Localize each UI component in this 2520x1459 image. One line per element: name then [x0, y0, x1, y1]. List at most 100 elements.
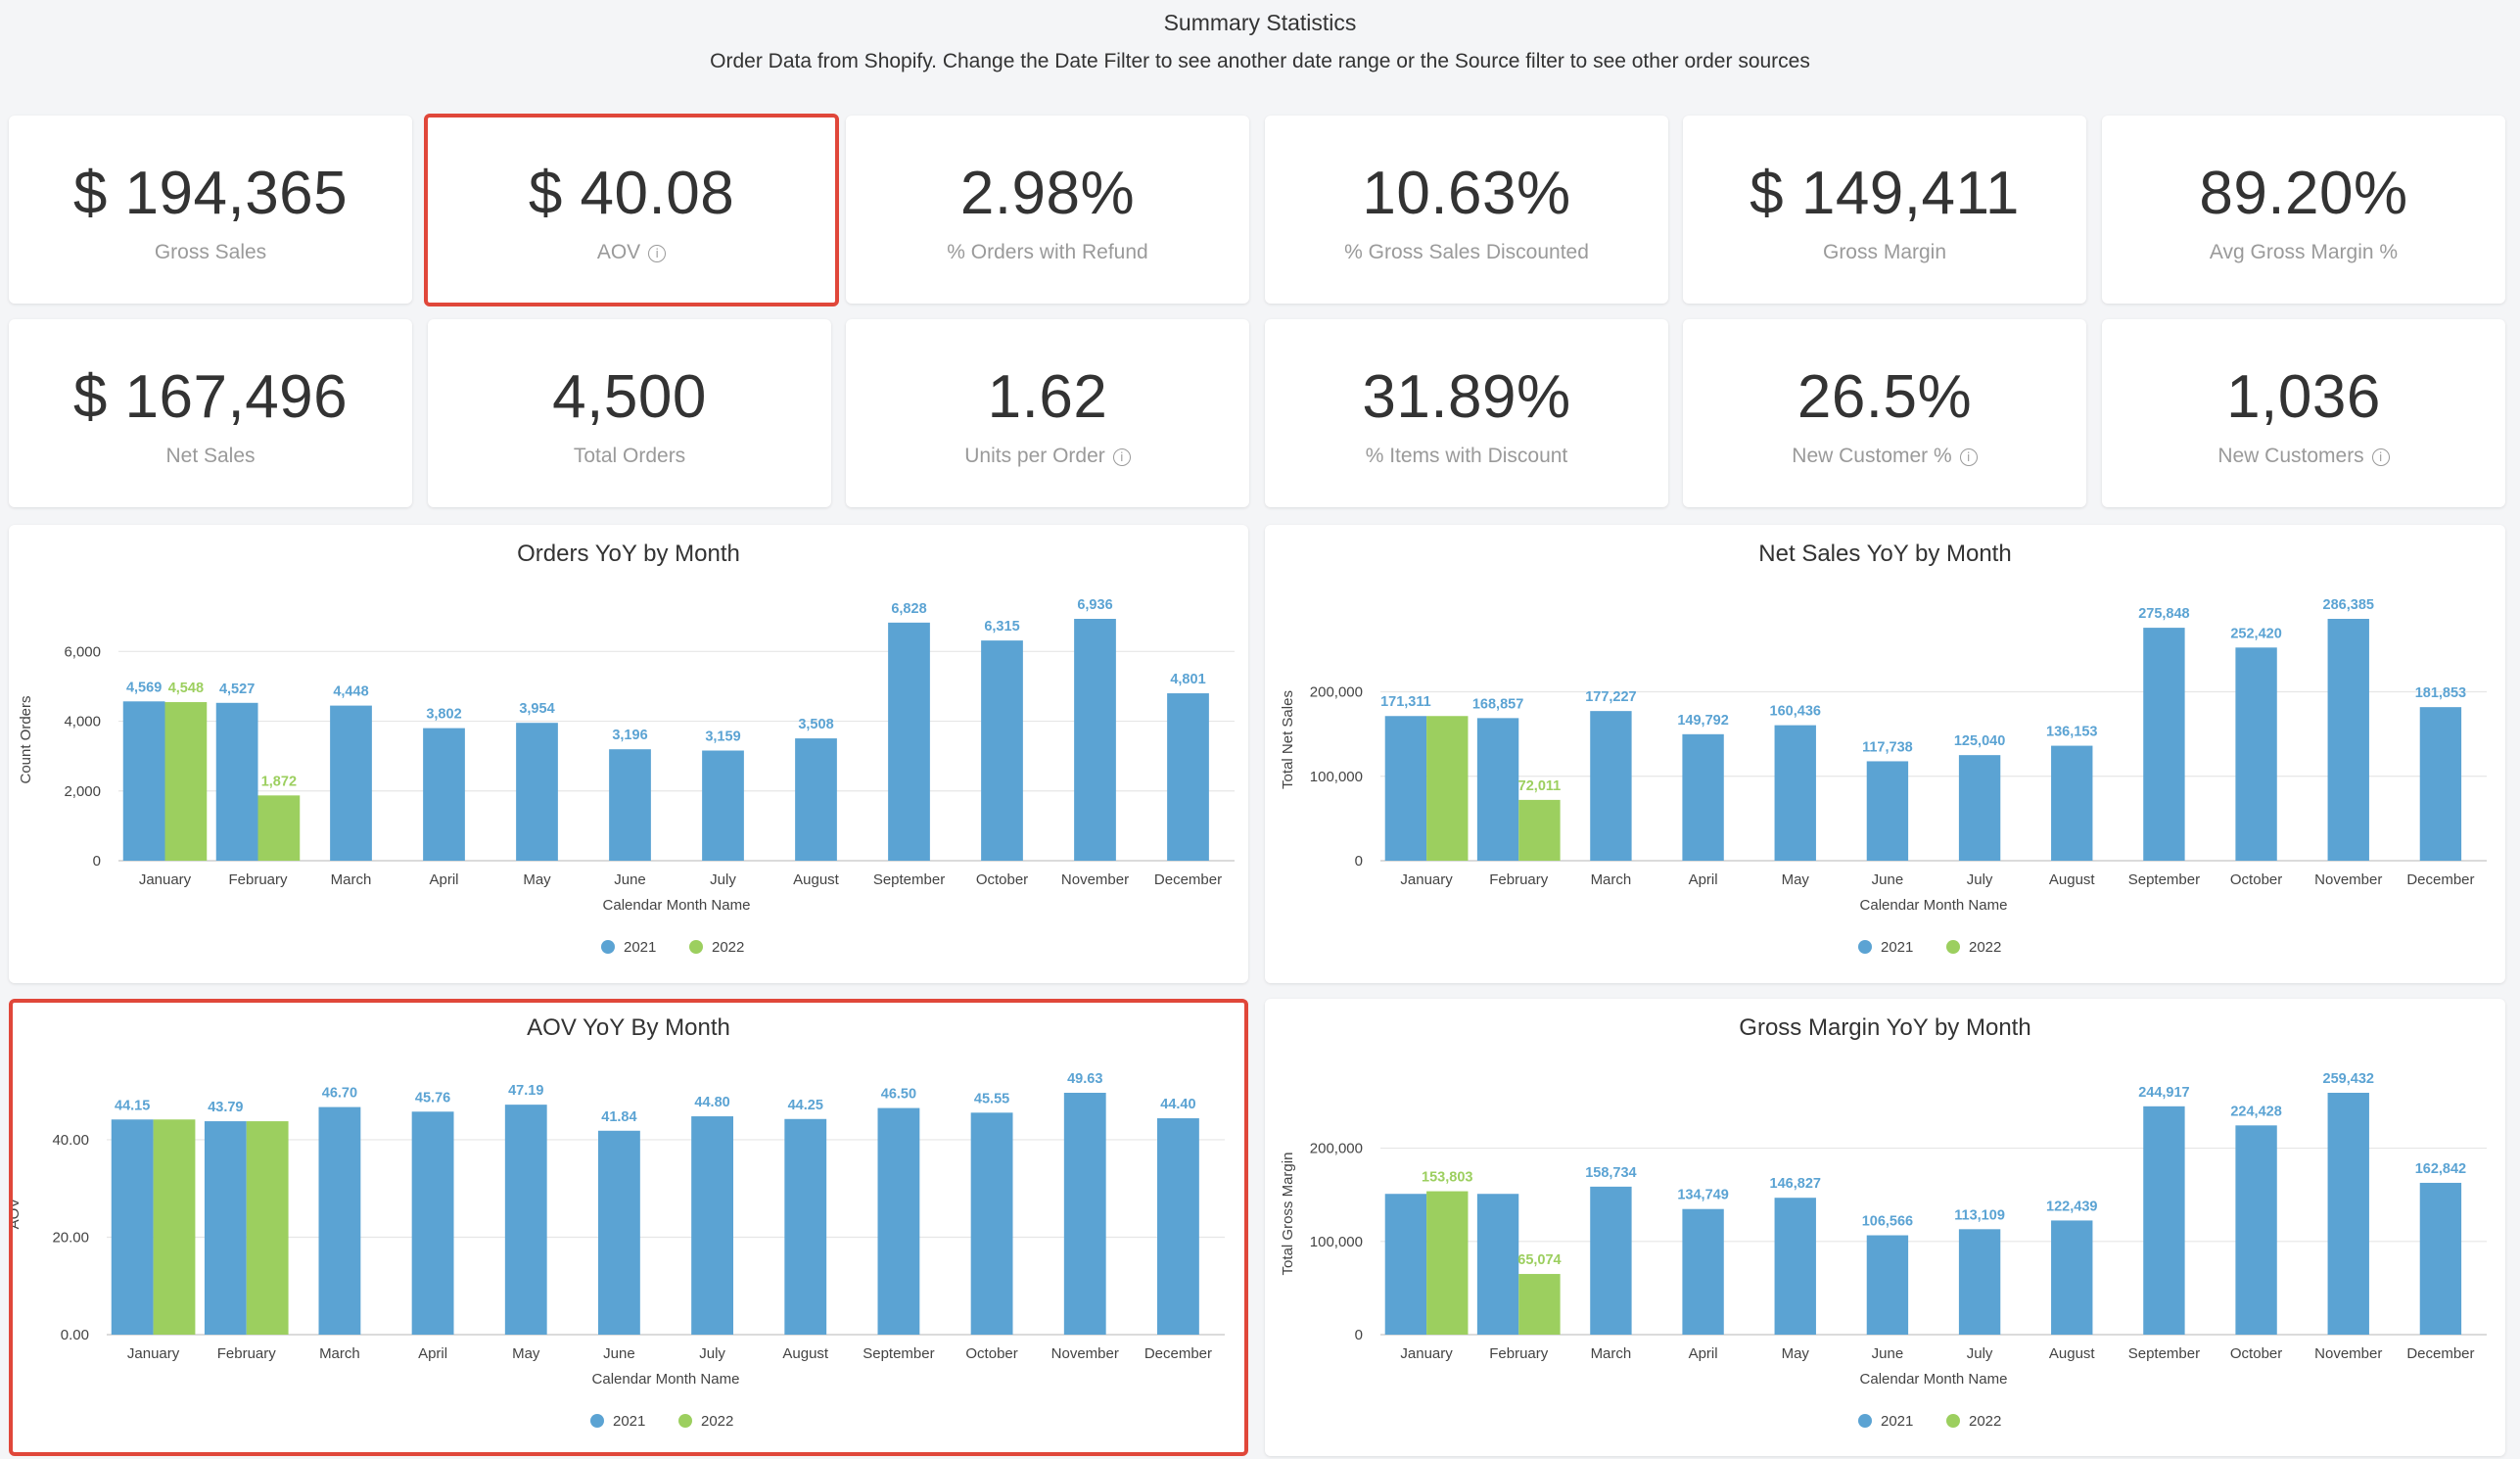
kpi-card-orders-with-refund[interactable]: 2.98% % Orders with Refund: [846, 116, 1249, 304]
kpi-card-avg-gross-margin[interactable]: 89.20% Avg Gross Margin %: [2102, 116, 2505, 304]
x-tick-label: May: [523, 871, 551, 888]
bar-2021: [1590, 711, 1632, 861]
kpi-card-gross-margin[interactable]: $ 149,411 Gross Margin: [1683, 116, 2086, 304]
bar-2021: [1074, 619, 1116, 861]
data-label-2021: 134,749: [1677, 1188, 1728, 1203]
x-tick-label: July: [699, 1345, 725, 1362]
chart-card-net-sales-yoy-by-month: Net Sales YoY by Month 0 100,000 200,000 Tot…: [1265, 525, 2505, 983]
kpi-card-new-customers[interactable]: 1,036 New Customers i: [2102, 319, 2505, 507]
y-axis-title: Total Net Sales: [1280, 690, 1296, 789]
bar-2021: [888, 622, 930, 861]
data-label-2021: 162,842: [2415, 1161, 2466, 1177]
data-label-2021: 252,420: [2230, 626, 2281, 641]
kpi-value: 1,036: [2226, 363, 2381, 431]
x-tick-label: May: [1782, 871, 1810, 888]
kpi-card-aov[interactable]: $ 40.08 AOV i: [424, 114, 839, 306]
kpi-card-items-with-discount[interactable]: 31.89% % Items with Discount: [1265, 319, 1668, 507]
legend-label: 2022: [1969, 939, 2001, 956]
bar-2021: [423, 728, 465, 861]
chart-plot: 0 100,000 200,000 Total Net Sales 171,311 Jan…: [1280, 597, 2487, 956]
data-label-2021: 6,828: [891, 601, 926, 617]
bar-2021: [1157, 1118, 1199, 1335]
kpi-card-gross-sales[interactable]: $ 194,365 Gross Sales: [9, 116, 412, 304]
data-label-2021: 41.84: [601, 1109, 636, 1125]
x-tick-label: December: [1154, 871, 1222, 888]
y-tick-label: 200,000: [1310, 1141, 1363, 1157]
bar-2021: [2143, 1106, 2185, 1335]
bar-2021: [516, 723, 558, 861]
x-tick-label: May: [1782, 1345, 1810, 1362]
chart-title: AOV YoY By Month: [527, 1014, 730, 1041]
legend-dot: [678, 1414, 692, 1428]
bar-2022: [1518, 799, 1561, 861]
data-label-2021: 46.70: [322, 1086, 357, 1102]
data-label-2021: 149,792: [1677, 713, 1728, 729]
kpi-card-new-customer[interactable]: 26.5% New Customer % i: [1683, 319, 2086, 507]
bar-2021: [609, 749, 651, 861]
info-icon[interactable]: i: [2371, 448, 2390, 466]
data-label-2021: 136,153: [2046, 725, 2097, 740]
kpi-label: New Customer %: [1792, 445, 1952, 467]
bar-2021: [411, 1111, 454, 1335]
legend-label: 2021: [1881, 1413, 1913, 1430]
x-tick-label: January: [139, 871, 192, 888]
legend-dot: [1858, 1414, 1872, 1428]
bar-2022: [1426, 716, 1469, 861]
kpi-label: Net Sales: [165, 445, 256, 467]
x-tick-label: December: [2406, 1345, 2474, 1362]
legend-label: 2021: [1881, 939, 1913, 956]
kpi-value: 26.5%: [1797, 363, 1973, 431]
bar-2021: [981, 640, 1023, 861]
x-axis-title: Calendar Month Name: [603, 897, 751, 914]
kpi-card-net-sales[interactable]: $ 167,496 Net Sales: [9, 319, 412, 507]
y-tick-label: 100,000: [1310, 1234, 1363, 1250]
kpi-label: % Gross Sales Discounted: [1344, 241, 1589, 263]
bar-2021: [1774, 1198, 1816, 1335]
kpi-value: $ 194,365: [72, 160, 349, 227]
bar-2021: [330, 705, 372, 861]
bar-2021: [1384, 716, 1427, 861]
bar-2021: [598, 1130, 640, 1335]
info-icon[interactable]: i: [1112, 448, 1131, 466]
data-label-2021: 43.79: [208, 1100, 243, 1115]
x-tick-label: September: [863, 1345, 934, 1362]
kpi-card-gross-sales-discounted[interactable]: 10.63% % Gross Sales Discounted: [1265, 116, 1668, 304]
x-tick-label: February: [1489, 871, 1549, 888]
bar-2021: [1774, 725, 1816, 861]
y-axis-title: Count Orders: [18, 695, 34, 783]
kpi-value: 1.62: [987, 363, 1108, 431]
bar-2021: [2051, 1220, 2093, 1335]
kpi-label: Total Orders: [573, 445, 686, 467]
info-icon[interactable]: i: [648, 245, 667, 262]
x-tick-label: July: [1967, 1345, 1993, 1362]
bar-2021: [122, 701, 165, 861]
data-label-2021: 171,311: [1380, 694, 1431, 710]
bar-2021: [1682, 733, 1724, 861]
kpi-label: % Orders with Refund: [947, 241, 1148, 263]
data-label-2021: 286,385: [2323, 597, 2374, 613]
bar-2021: [1866, 761, 1909, 861]
x-tick-label: September: [2128, 871, 2200, 888]
x-tick-label: October: [965, 1345, 1017, 1362]
x-tick-label: August: [782, 1345, 829, 1362]
x-tick-label: October: [976, 871, 1028, 888]
bar-2021: [795, 738, 837, 861]
kpi-card-total-orders[interactable]: 4,500 Total Orders: [428, 319, 831, 507]
data-label-2021: 6,315: [984, 619, 1019, 635]
y-tick-label: 0.00: [61, 1327, 89, 1343]
info-icon[interactable]: i: [1959, 448, 1978, 466]
kpi-value: 89.20%: [2199, 160, 2408, 227]
data-label-2021: 177,227: [1585, 689, 1636, 705]
data-label-2021: 4,569: [126, 680, 162, 695]
x-tick-label: March: [1591, 871, 1632, 888]
kpi-card-units-per-order[interactable]: 1.62 Units per Order i: [846, 319, 1249, 507]
x-tick-label: September: [2128, 1345, 2200, 1362]
page-subtitle: Order Data from Shopify. Change the Date…: [710, 50, 1810, 72]
data-label-2021: 3,196: [612, 728, 647, 743]
x-tick-label: February: [1489, 1345, 1549, 1362]
y-tick-label: 4,000: [64, 714, 101, 730]
bar-2021: [2327, 1093, 2369, 1335]
x-tick-label: January: [127, 1345, 180, 1362]
data-label-2021: 168,857: [1472, 696, 1523, 712]
data-label-2022: 72,011: [1518, 778, 1562, 794]
